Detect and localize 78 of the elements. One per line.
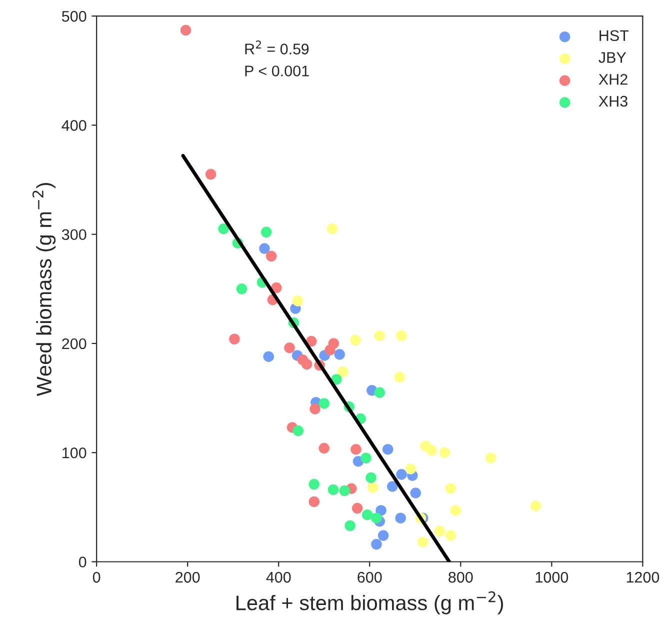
point <box>426 445 437 456</box>
point <box>396 469 407 480</box>
point <box>292 425 304 436</box>
point <box>376 505 386 516</box>
point <box>328 484 339 496</box>
point <box>396 330 407 342</box>
point <box>352 502 363 514</box>
point <box>284 342 295 354</box>
point <box>308 496 320 508</box>
point <box>266 250 277 262</box>
point <box>395 512 406 524</box>
y-tick-label: 0 <box>78 556 86 568</box>
point <box>485 452 496 464</box>
x-axis-title: Leaf + stem biomass (g m$^{−2}$) <box>236 591 504 614</box>
legend-label: HST <box>600 30 629 42</box>
point <box>236 284 248 294</box>
legend-label: XH3 <box>598 96 628 107</box>
annotation: R$^{2}$ = 0.59 <box>245 40 309 54</box>
x-tick-label: 800 <box>448 572 473 583</box>
legend-label: XH2 <box>598 74 628 85</box>
point <box>350 334 361 346</box>
point <box>350 444 362 455</box>
point <box>270 282 282 294</box>
point <box>405 464 416 474</box>
point <box>360 452 372 464</box>
y-tick-label: 400 <box>62 120 86 131</box>
point <box>374 330 386 342</box>
legend-label: JBY <box>598 52 626 63</box>
point <box>417 536 428 548</box>
point <box>382 444 394 455</box>
point <box>259 243 270 254</box>
point <box>334 349 345 360</box>
annotation: P < 0.001 <box>245 66 309 76</box>
point <box>229 334 240 344</box>
point <box>378 530 389 541</box>
point <box>306 336 317 347</box>
point <box>205 168 216 180</box>
x-tick-label: 0 <box>92 572 100 583</box>
point <box>180 24 192 36</box>
point <box>310 404 320 414</box>
point <box>344 520 356 532</box>
point <box>362 509 373 520</box>
point <box>318 398 330 409</box>
point <box>318 442 330 454</box>
point <box>434 526 446 537</box>
point <box>387 481 398 492</box>
y-axis-title: Weed biomass (g m$^{−2}$) <box>32 183 56 396</box>
point <box>218 223 229 234</box>
x-tick-label: 200 <box>176 572 200 583</box>
y-tick-label: 200 <box>62 338 86 350</box>
y-tick-label: 100 <box>62 447 86 458</box>
point <box>367 482 378 493</box>
point <box>326 223 338 234</box>
point <box>439 447 450 458</box>
x-tick-label: 1200 <box>626 572 660 583</box>
point <box>292 296 304 306</box>
point <box>394 372 406 383</box>
y-tick-label: 300 <box>62 229 86 240</box>
point <box>445 530 456 541</box>
point <box>530 500 542 512</box>
point <box>308 478 320 490</box>
point <box>366 472 376 484</box>
point <box>301 358 312 370</box>
point <box>445 483 456 494</box>
point <box>324 344 336 356</box>
point <box>450 505 462 516</box>
point <box>339 485 350 496</box>
x-tick-label: 1000 <box>536 572 568 583</box>
point <box>263 351 274 362</box>
x-tick-label: 600 <box>358 572 382 583</box>
y-tick-label: 500 <box>62 10 86 22</box>
point <box>371 512 382 524</box>
point <box>374 387 386 398</box>
point <box>371 538 382 550</box>
point <box>260 226 272 238</box>
x-tick-label: 400 <box>266 572 291 583</box>
point <box>337 366 348 378</box>
point <box>410 488 421 498</box>
